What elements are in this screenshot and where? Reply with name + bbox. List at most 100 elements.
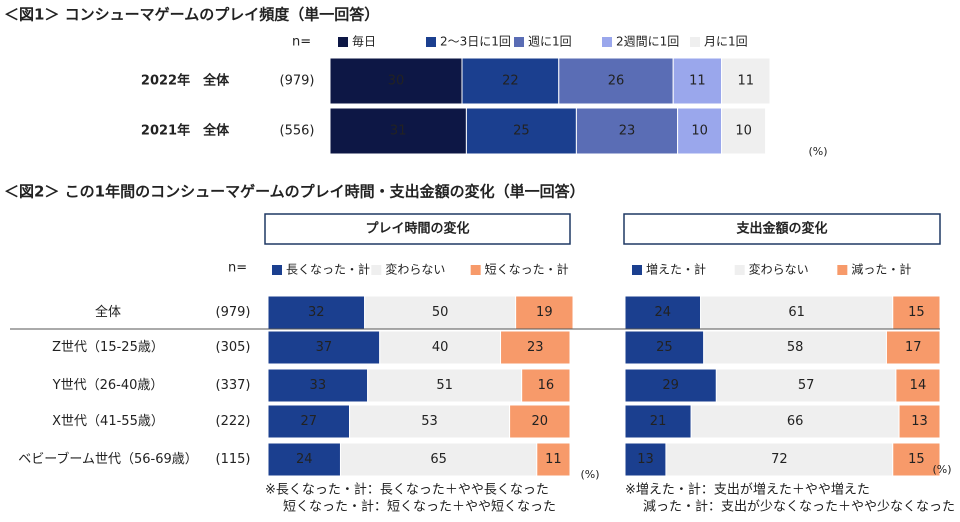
category-label: 全体	[95, 304, 121, 320]
legend-label: 変わらない	[385, 262, 445, 277]
bar-segment	[624, 295, 702, 330]
n-label: n=	[228, 261, 247, 276]
legend-swatch	[470, 265, 481, 275]
data-label: 20	[532, 414, 549, 429]
bar-segment	[690, 404, 900, 439]
data-label: 31	[390, 124, 407, 139]
category-label: Y世代（26-40歳）	[52, 378, 164, 393]
bar-segment	[515, 295, 574, 330]
note: 短くなった・計：短くなった＋やや短くなった	[283, 499, 556, 515]
category-label: Z世代（15-25歳）	[52, 340, 164, 355]
category-label: 2021年 全体	[141, 123, 230, 139]
n-value: (979)	[216, 305, 251, 320]
bar-segment	[892, 295, 941, 330]
data-label: 37	[316, 340, 333, 355]
note: ※長くなった・計：長くなった＋やや長くなった	[265, 482, 549, 498]
data-label: 72	[771, 452, 788, 467]
bar-segment	[267, 368, 369, 403]
bar-segment	[367, 368, 523, 403]
bar-segment	[624, 368, 717, 403]
data-label: 23	[619, 124, 636, 139]
n-value: (305)	[216, 340, 251, 355]
data-label: 51	[436, 378, 453, 393]
bar-segment	[715, 368, 897, 403]
bar-segment	[721, 107, 767, 155]
bar-segment	[500, 330, 571, 365]
panel-title: 支出金額の変化	[735, 221, 827, 237]
bar-segment	[536, 442, 571, 477]
data-label: 40	[432, 340, 449, 355]
bar-segment	[558, 57, 674, 105]
legend-swatch	[602, 37, 612, 47]
data-label: 30	[388, 74, 405, 89]
n-value: (979)	[280, 74, 315, 89]
legend-swatch	[426, 37, 436, 47]
bar-segment	[267, 404, 351, 439]
data-label: 19	[536, 305, 553, 320]
n-value: (337)	[216, 378, 251, 393]
bar-segment	[575, 107, 679, 155]
data-label: 27	[300, 414, 317, 429]
data-label: 11	[689, 74, 706, 89]
bar-segment	[379, 330, 502, 365]
bar-segment	[892, 442, 941, 477]
legend-label: 増えた・計	[646, 262, 706, 277]
data-label: 26	[608, 74, 625, 89]
bar-segment	[885, 330, 941, 365]
data-label: 25	[513, 124, 530, 139]
bar-segment	[895, 368, 941, 403]
data-label: 25	[656, 340, 673, 355]
data-label: 11	[738, 74, 755, 89]
bar-segment	[898, 404, 941, 439]
unit-label: (%)	[808, 145, 827, 158]
data-label: 13	[637, 452, 654, 467]
bar-segment	[700, 295, 894, 330]
data-label: 32	[308, 305, 325, 320]
data-label: 24	[296, 452, 313, 467]
legend-swatch	[514, 37, 524, 47]
data-label: 15	[908, 305, 925, 320]
bar-segment	[721, 57, 771, 105]
legend-label: 短くなった・計	[485, 262, 569, 277]
n-value: (115)	[216, 452, 251, 467]
chart-title: ＜図2＞ この1年間のコンシューマゲームのプレイ時間・支出金額の変化（単一回答）	[4, 183, 585, 201]
data-label: 21	[650, 414, 667, 429]
data-label: 14	[910, 378, 927, 393]
note: 減った・計：支出が少なくなった＋やや少なくなった	[643, 499, 955, 515]
legend-swatch	[371, 265, 382, 275]
panel-header-box	[623, 213, 941, 245]
category-label: X世代（41-55歳）	[52, 414, 164, 429]
bar-segment	[677, 107, 723, 155]
data-label: 17	[905, 340, 922, 355]
data-label: 53	[421, 414, 438, 429]
legend-label: 毎日	[352, 34, 376, 49]
data-label: 57	[798, 378, 815, 393]
legend-swatch	[734, 265, 745, 275]
n-value: (556)	[280, 124, 315, 139]
data-label: 65	[430, 452, 447, 467]
legend-label: 2週間に1回	[616, 35, 679, 49]
bar-segment	[267, 295, 366, 330]
bar-segment	[329, 57, 463, 105]
legend-label: 長くなった・計	[286, 262, 370, 277]
category-label: 2022年 全体	[141, 73, 230, 89]
data-label: 66	[787, 414, 804, 429]
note: ※増えた・計：支出が増えた＋やや増えた	[625, 482, 870, 498]
data-label: 24	[655, 305, 672, 320]
bar-segment	[509, 404, 571, 439]
data-label: 15	[908, 452, 925, 467]
data-label: 10	[735, 124, 752, 139]
unit-label: (%)	[932, 463, 951, 476]
panel-header-box	[264, 213, 571, 245]
legend-label: 週に1回	[528, 35, 572, 49]
bar-segment	[624, 442, 667, 477]
bar-segment	[339, 442, 538, 477]
bar-segment	[624, 330, 705, 365]
bar-segment	[665, 442, 894, 477]
legend-label: 月に1回	[704, 35, 748, 49]
legend-swatch	[338, 37, 348, 47]
data-label: 13	[911, 414, 928, 429]
bar-segment	[624, 404, 692, 439]
bar-segment	[465, 107, 577, 155]
